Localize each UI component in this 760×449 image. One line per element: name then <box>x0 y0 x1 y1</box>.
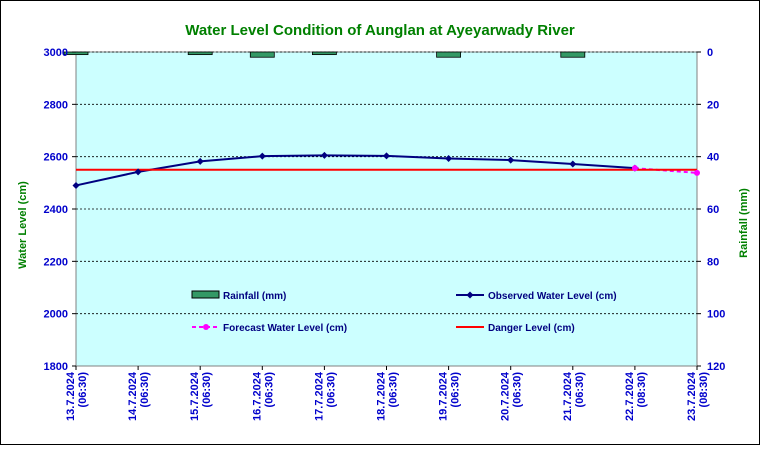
x-tick-date: 19.7.2024 <box>438 371 450 421</box>
legend-label-forecast: Forecast Water Level (cm) <box>223 323 347 334</box>
rainfall-bar <box>187 51 213 56</box>
legend-item-forecast: Forecast Water Level (cm) <box>192 323 347 334</box>
x-tick-time: (06:30) <box>450 372 462 408</box>
x-tick-label: 20.7.2024 (06:30) <box>500 371 524 421</box>
x-tick-date: 23.7.2024 <box>686 371 698 421</box>
x-tick-date: 21.7.2024 <box>562 371 574 421</box>
right-tick-label: 120 <box>707 361 725 373</box>
forecast-point <box>694 169 700 176</box>
left-axis-label: Water Level (cm) <box>17 181 29 269</box>
x-tick-label: 21.7.2024 (06:30) <box>562 371 586 421</box>
legend-item-rainfall: Rainfall (mm) <box>191 290 286 302</box>
observed-point <box>383 152 390 160</box>
rainfall-bar <box>436 51 462 58</box>
x-tick-time: (06:30) <box>77 372 89 408</box>
x-tick-date: 18.7.2024 <box>376 371 388 421</box>
legend-marker-observed <box>466 291 474 299</box>
observed-point <box>196 157 204 165</box>
right-tick-label: 100 <box>707 309 725 321</box>
x-tick-time: (06:30) <box>139 372 151 408</box>
x-tick-label: 17.7.2024 (06:30) <box>313 371 337 421</box>
x-axis-ticks: 13.7.2024 (06:30) 14.7.2024 (06:30) 15.7.202… <box>65 366 710 421</box>
x-tick-time: (06:30) <box>201 372 213 408</box>
x-tick-label: 15.7.2024 (06:30) <box>189 371 213 421</box>
x-tick-time: (06:30) <box>263 372 275 408</box>
right-tick-label: 40 <box>707 152 719 164</box>
x-tick-date: 13.7.2024 <box>65 371 77 421</box>
right-tick-label: 60 <box>707 204 719 216</box>
observed-point <box>569 160 577 168</box>
x-tick-label: 14.7.2024 (06:30) <box>127 371 151 421</box>
x-tick-time: (06:30) <box>574 372 586 408</box>
x-tick-time: (06:30) <box>325 372 337 408</box>
left-axis-ticks: 1800 2000 2200 2400 2600 2800 3000 <box>44 47 76 373</box>
x-tick-time: (08:30) <box>636 372 648 408</box>
x-tick-time: (06:30) <box>388 372 400 408</box>
x-tick-date: 15.7.2024 <box>189 371 201 421</box>
legend: Rainfall (mm) Observed Water Level (cm) … <box>191 290 617 334</box>
right-axis-ticks: 0 20 40 60 80 100 120 <box>697 47 725 373</box>
rainfall-bar <box>249 51 275 58</box>
x-tick-label: 13.7.2024 (06:30) <box>65 371 89 421</box>
legend-item-observed: Observed Water Level (cm) <box>456 291 617 302</box>
grid-lines <box>76 51 697 315</box>
left-tick-label: 2000 <box>44 309 68 321</box>
chart-title: Water Level Condition of Aunglan at Ayey… <box>185 22 575 39</box>
observed-point <box>320 151 328 159</box>
x-tick-date: 17.7.2024 <box>313 371 325 421</box>
rainfall-bars <box>63 51 586 58</box>
observed-point <box>445 154 453 162</box>
legend-item-danger: Danger Level (cm) <box>456 323 575 334</box>
observed-point <box>134 168 142 176</box>
x-tick-label: 23.7.2024 (08:30) <box>686 371 710 421</box>
left-tick-label: 2200 <box>44 256 68 268</box>
left-tick-label: 2400 <box>44 204 68 216</box>
x-tick-time: (08:30) <box>698 372 710 408</box>
x-tick-time: (06:30) <box>512 372 524 408</box>
x-tick-label: 22.7.2024 (08:30) <box>624 371 648 421</box>
rainfall-bar <box>560 51 586 58</box>
legend-label-observed: Observed Water Level (cm) <box>488 291 617 302</box>
observed-line <box>75 154 635 187</box>
left-tick-label: 2600 <box>44 152 68 164</box>
observed-point <box>72 181 80 189</box>
legend-label-rainfall: Rainfall (mm) <box>223 291 286 302</box>
x-tick-label: 18.7.2024 (06:30) <box>376 371 400 421</box>
legend-swatch-rainfall <box>191 290 220 299</box>
rainfall-bar <box>311 51 337 56</box>
x-tick-date: 22.7.2024 <box>624 371 636 421</box>
series-markers <box>72 151 700 189</box>
legend-label-danger: Danger Level (cm) <box>488 323 575 334</box>
left-tick-label: 3000 <box>44 47 68 59</box>
right-tick-label: 20 <box>707 99 719 111</box>
x-tick-date: 16.7.2024 <box>251 371 263 421</box>
left-tick-label: 1800 <box>44 361 68 373</box>
legend-marker-forecast <box>203 324 209 330</box>
forecast-point <box>631 165 638 172</box>
x-tick-label: 19.7.2024 (06:30) <box>438 371 462 421</box>
right-tick-label: 80 <box>707 256 719 268</box>
right-axis-label: Rainfall (mm) <box>738 188 750 258</box>
series-lines <box>75 154 698 187</box>
right-tick-label: 0 <box>707 47 713 59</box>
x-tick-date: 20.7.2024 <box>500 371 512 421</box>
observed-point <box>507 156 515 164</box>
observed-point <box>258 152 266 160</box>
x-tick-label: 16.7.2024 (06:30) <box>251 371 275 421</box>
left-tick-label: 2800 <box>44 99 68 111</box>
x-tick-date: 14.7.2024 <box>127 371 139 421</box>
